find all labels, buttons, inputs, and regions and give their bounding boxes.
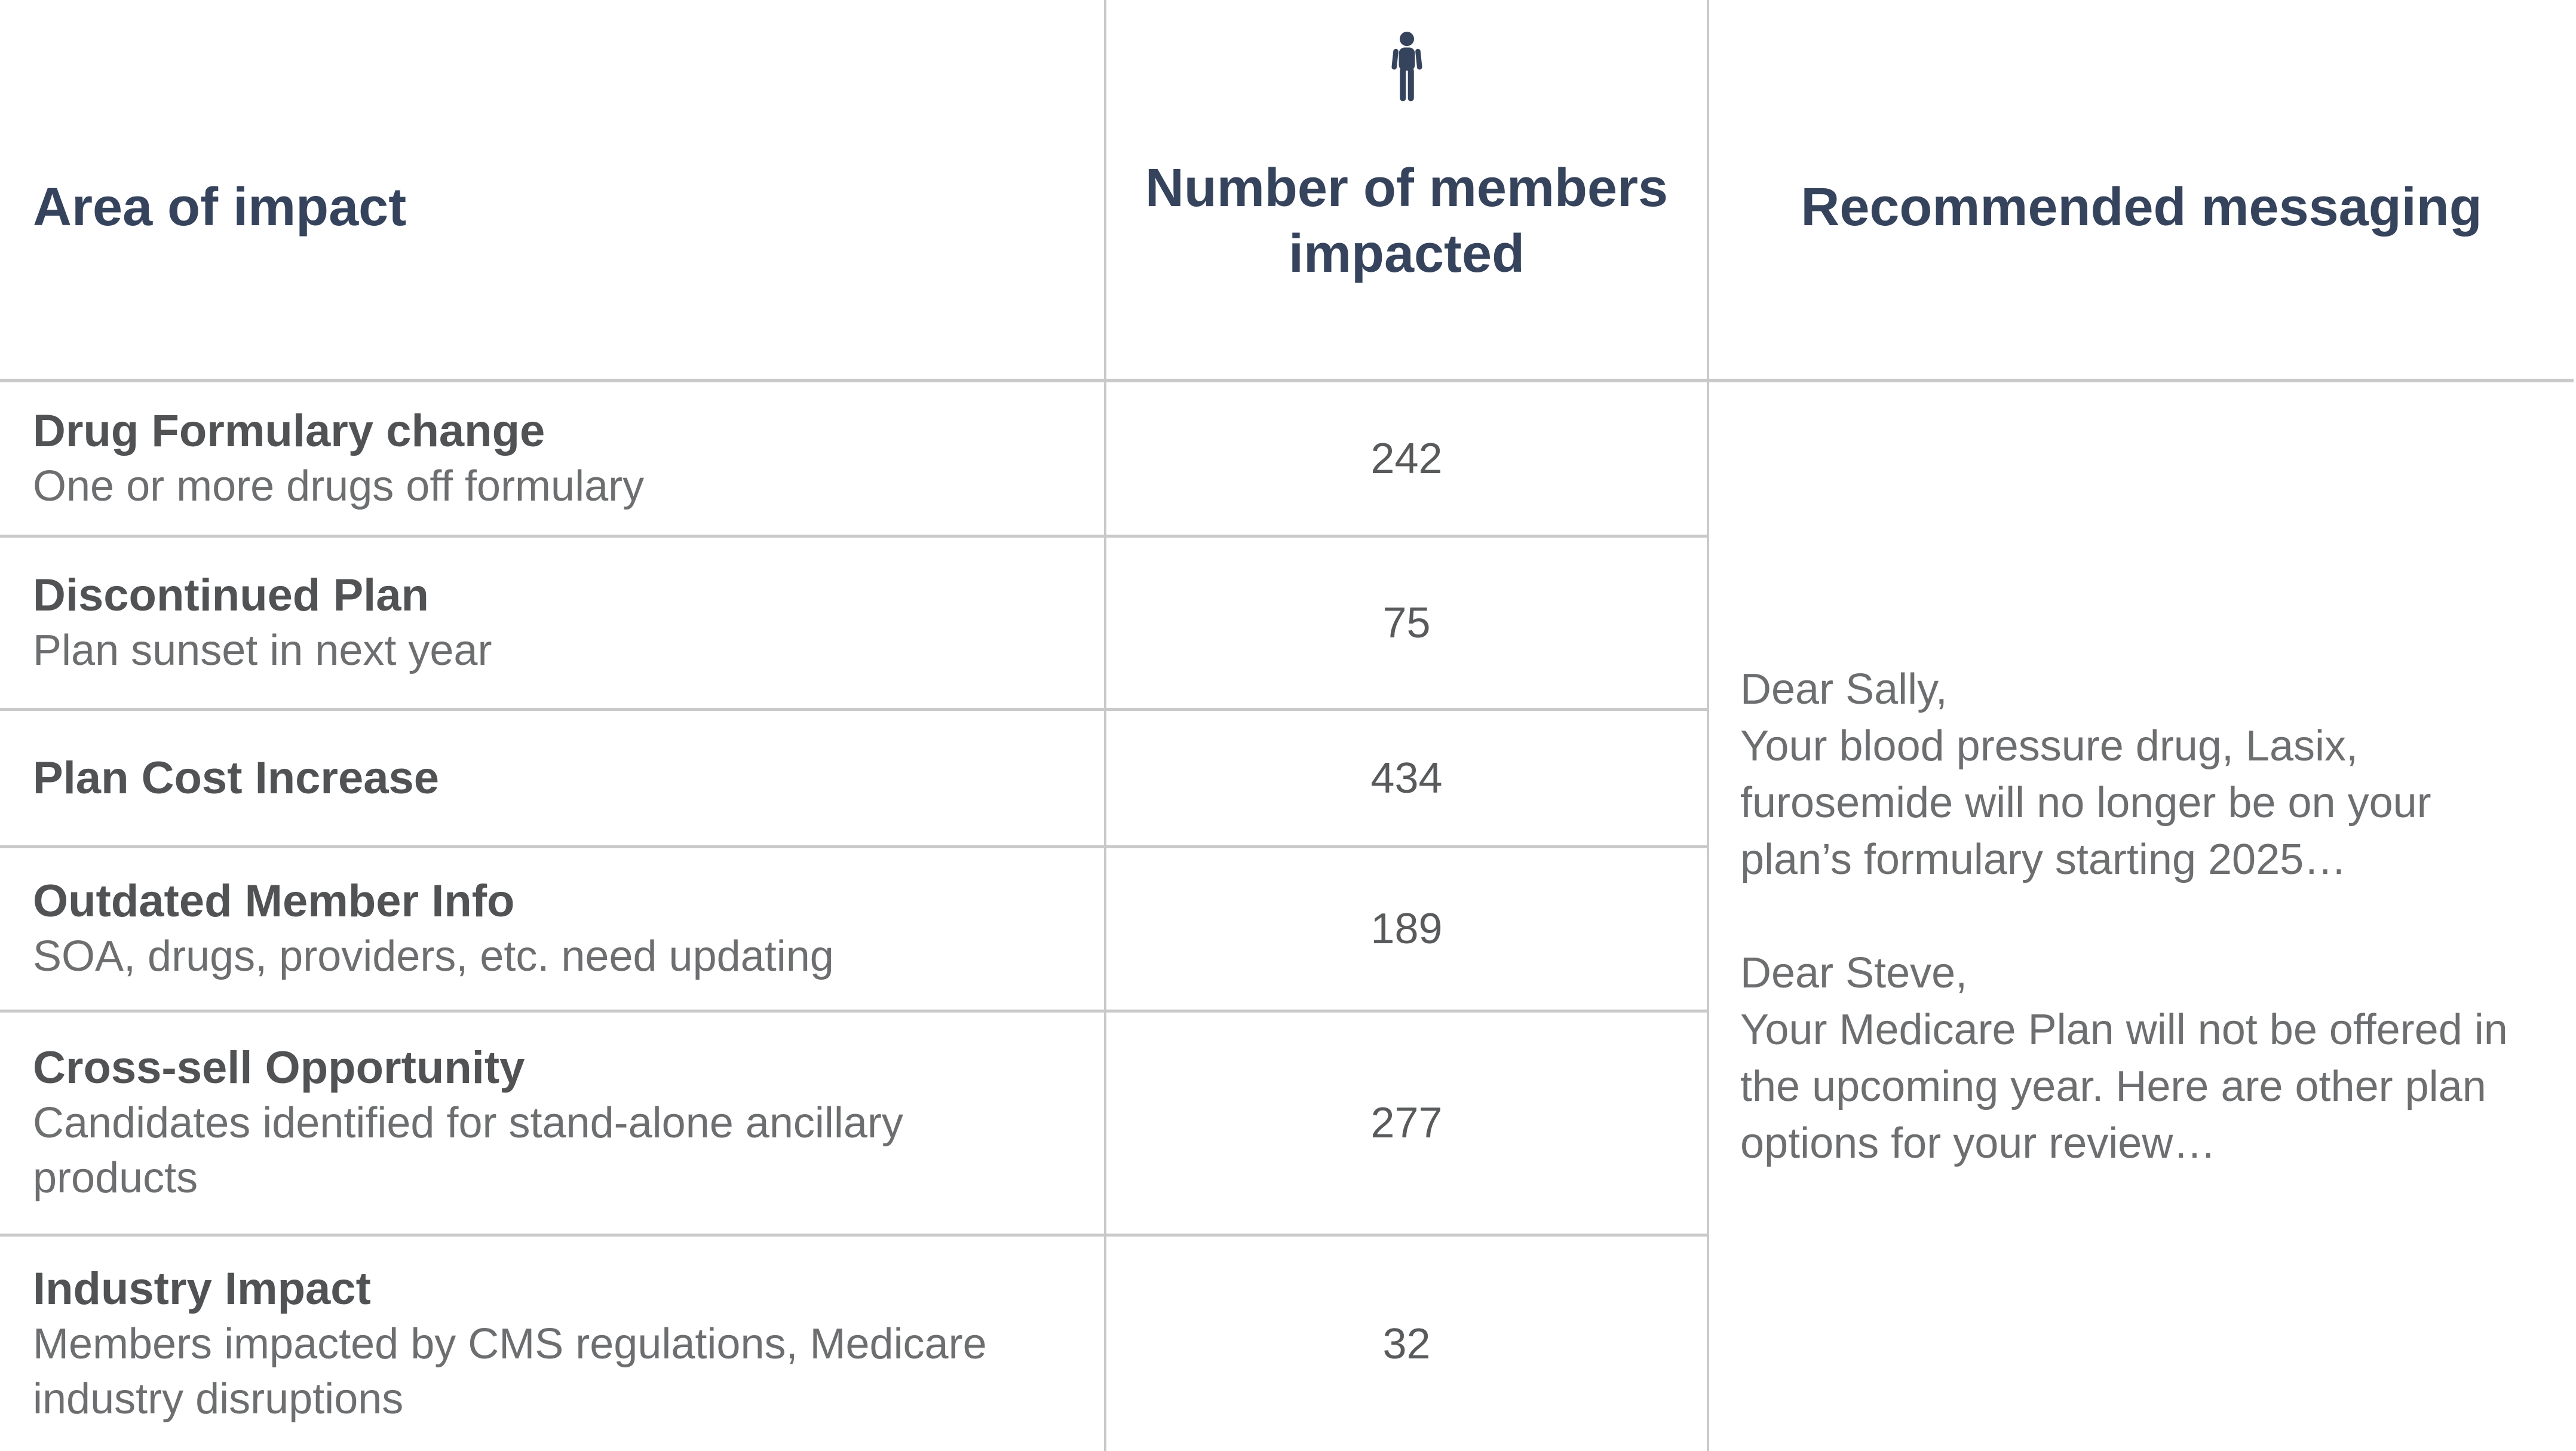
row-subtitle: Members impacted by CMS regulations, Med… (33, 1320, 987, 1423)
row-subtitle: Candidates identified for stand-alone an… (33, 1099, 903, 1202)
table-row-industry-impact: Industry Impact Members impacted by CMS … (0, 1237, 1104, 1451)
header-recommended-messaging-label: Recommended messaging (1801, 177, 2482, 237)
column-recommended-messaging: Recommended messaging Dear Sally, Your b… (1709, 0, 2574, 1451)
members-count: 434 (1370, 754, 1443, 802)
table-row-plan-cost-increase: Plan Cost Increase (0, 711, 1104, 848)
row-subtitle: SOA, drugs, providers, etc. need updatin… (33, 932, 834, 980)
members-count: 189 (1370, 905, 1443, 953)
members-count-cell: 189 (1106, 848, 1707, 1013)
header-recommended-messaging: Recommended messaging (1709, 0, 2574, 382)
row-title: Discontinued Plan (33, 569, 429, 621)
column-members-impacted: Number of members impacted 242 75 434 18… (1106, 0, 1709, 1451)
members-count-cell: 75 (1106, 538, 1707, 711)
header-members-impacted-label: Number of members impacted (1145, 158, 1669, 284)
person-icon (1381, 31, 1433, 106)
row-subtitle: One or more drugs off formulary (33, 462, 645, 510)
recommended-messaging-text: Dear Sally, Your blood pressure drug, La… (1740, 665, 2508, 1167)
members-count-cell: 277 (1106, 1013, 1707, 1237)
members-count-cell: 32 (1106, 1237, 1707, 1451)
column-area-of-impact: Area of impact Drug Formulary change One… (0, 0, 1106, 1451)
header-area-of-impact: Area of impact (0, 0, 1104, 382)
row-title: Industry Impact (33, 1263, 371, 1314)
members-count-cell: 434 (1106, 711, 1707, 848)
row-title: Drug Formulary change (33, 405, 545, 456)
row-title: Cross-sell Opportunity (33, 1042, 525, 1093)
header-area-of-impact-label: Area of impact (33, 177, 407, 237)
table-row-discontinued-plan: Discontinued Plan Plan sunset in next ye… (0, 538, 1104, 711)
row-title: Outdated Member Info (33, 876, 515, 927)
table-row-drug-formulary: Drug Formulary change One or more drugs … (0, 382, 1104, 538)
members-count-cell: 242 (1106, 382, 1707, 538)
row-subtitle: Plan sunset in next year (33, 626, 492, 674)
members-count: 242 (1370, 434, 1443, 483)
members-count: 75 (1382, 599, 1431, 647)
row-title: Plan Cost Increase (33, 752, 440, 803)
recommended-messaging-cell: Dear Sally, Your blood pressure drug, La… (1709, 382, 2574, 1451)
members-count: 32 (1382, 1320, 1431, 1368)
header-members-impacted: Number of members impacted (1106, 0, 1707, 382)
table-row-outdated-member-info: Outdated Member Info SOA, drugs, provide… (0, 848, 1104, 1013)
members-count: 277 (1370, 1099, 1443, 1147)
table-row-cross-sell-opportunity: Cross-sell Opportunity Candidates identi… (0, 1013, 1104, 1237)
